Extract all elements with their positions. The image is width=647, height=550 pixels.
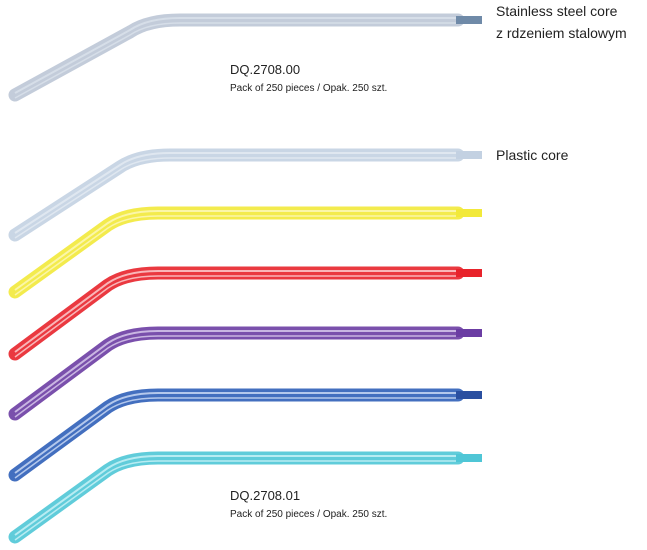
tip [456,391,482,399]
tip [14,210,458,291]
tip [456,329,482,337]
tip [14,215,458,296]
tip [14,397,458,479]
product-pack: Pack of 250 pieces / Opak. 250 szt. [230,509,387,520]
tip [14,392,458,474]
product-code: DQ.2708.00 [230,62,300,77]
tip [456,151,482,159]
tip [8,148,465,242]
tip [14,460,458,541]
tip [8,326,465,421]
tip [14,455,458,536]
tip [8,13,465,102]
tip [456,209,482,217]
tip [14,17,458,94]
tip [456,269,482,277]
product-code: DQ.2708.01 [230,488,300,503]
plastic-core-label: Plastic core [496,147,569,163]
tip [8,206,465,299]
steel-core-label-pl: z rdzeniem stalowym [496,25,627,41]
tip [14,157,458,239]
tip [8,451,465,544]
tip [456,454,482,462]
tip [8,388,465,482]
tip [14,335,458,418]
steel-core-label: Stainless steel core [496,3,618,19]
tip [8,266,465,361]
product-pack: Pack of 250 pieces / Opak. 250 szt. [230,83,387,94]
tip [14,152,458,234]
tip [14,22,458,99]
tips [8,13,482,544]
tip [14,270,458,353]
tip [456,16,482,24]
tip [14,330,458,413]
tip [14,275,458,358]
